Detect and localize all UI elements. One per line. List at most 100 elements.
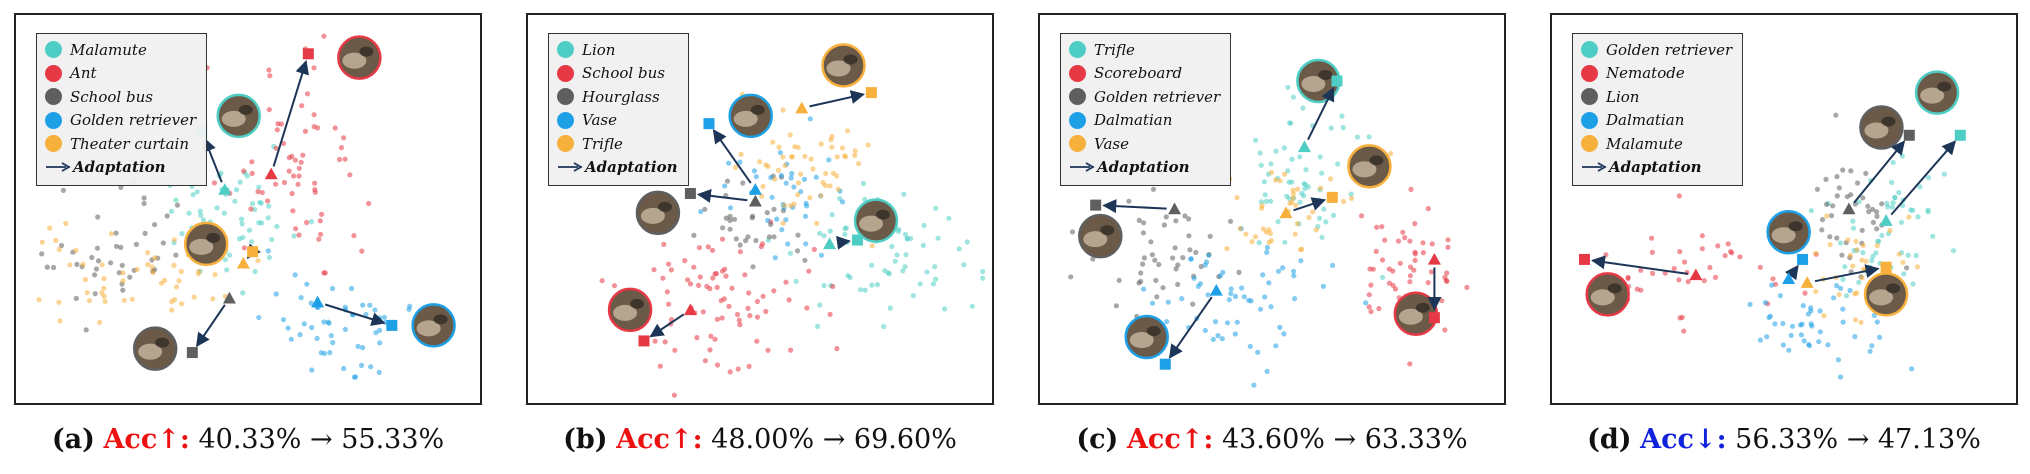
scatter-point — [1205, 292, 1211, 298]
scatter-point — [1625, 275, 1631, 282]
legend-label: Trifle — [1094, 40, 1135, 59]
scatter-point — [1170, 255, 1176, 261]
scatter-point — [839, 145, 845, 151]
adaptation-arrow — [246, 243, 261, 260]
scatter-point — [1187, 247, 1193, 253]
scatter-point — [1870, 219, 1876, 225]
thumbnail-image — [1347, 144, 1392, 189]
source-triangle-marker — [1427, 252, 1441, 265]
scatter-point — [1354, 134, 1360, 140]
scatter-point — [1890, 159, 1896, 166]
scatter-point — [1906, 214, 1912, 220]
scatter-point — [291, 173, 297, 179]
scatter-point — [1136, 217, 1142, 223]
scatter-point — [1186, 216, 1192, 222]
scatter-point — [1310, 209, 1316, 215]
scatter-point — [1297, 154, 1303, 160]
scatter-point — [924, 269, 930, 275]
panel-a: Malamute Ant School bus Golden retriever… — [14, 13, 482, 405]
scatter-point — [80, 261, 86, 267]
scatter-point — [1850, 263, 1856, 269]
caption-label: (b) — [563, 424, 608, 455]
adaptation-arrow — [272, 60, 309, 167]
scatter-point — [1889, 179, 1895, 185]
scatter-point — [249, 201, 256, 207]
scatter-point — [1839, 252, 1845, 258]
legend-swatch — [1581, 64, 1598, 82]
scatter-point — [168, 208, 175, 214]
scatter-point — [769, 194, 775, 200]
scatter-point — [696, 282, 702, 288]
scatter-point — [338, 145, 344, 151]
scatter-point — [843, 225, 849, 231]
legend-entry: Ant — [45, 62, 196, 86]
scatter-point — [89, 254, 95, 261]
scatter-point — [322, 270, 328, 276]
scatter-point — [1837, 240, 1844, 246]
thumbnail-border — [411, 303, 456, 348]
scatter-point — [1068, 274, 1074, 280]
scatter-point — [723, 215, 729, 221]
scatter-point — [286, 155, 292, 161]
scatter-point — [834, 154, 840, 160]
scatter-point — [1788, 332, 1794, 338]
scatter-point — [1198, 263, 1204, 270]
scatter-point — [194, 189, 200, 195]
scatter-point — [1429, 241, 1435, 247]
scatter-point — [238, 216, 245, 222]
legend-label: Adaptation — [1097, 158, 1190, 177]
scatter-point — [1408, 186, 1414, 192]
scatter-point — [1188, 256, 1194, 262]
scatter-point — [326, 320, 332, 326]
scatter-point — [1232, 293, 1239, 299]
scatter-point — [1900, 259, 1906, 265]
source-triangle-marker — [1879, 214, 1893, 226]
scatter-point — [1837, 374, 1844, 380]
scatter-point — [780, 220, 786, 226]
scatter-point — [651, 267, 657, 273]
scatter-point — [1411, 267, 1417, 273]
scatter-point — [1212, 319, 1219, 325]
scatter-point — [47, 225, 53, 231]
thumbnail-image — [728, 93, 773, 139]
scatter-point — [1757, 337, 1763, 343]
scatter-point — [746, 363, 752, 369]
scatter-point — [308, 300, 314, 306]
scatter-point — [321, 319, 327, 325]
scatter-point — [1707, 264, 1713, 271]
scatter-point — [118, 244, 124, 250]
scatter-point — [273, 145, 279, 151]
scatter-point — [1172, 245, 1178, 251]
legend-entry-adaptation: Adaptation — [1069, 156, 1220, 180]
scatter-point — [1165, 299, 1171, 305]
scatter-point — [102, 298, 108, 304]
legend-entry: Vase — [557, 109, 678, 133]
scatter-point — [256, 220, 262, 226]
scatter-point — [1236, 269, 1242, 275]
scatter-point — [337, 156, 343, 163]
thumbnail-shadow — [1318, 69, 1333, 80]
scatter-point — [795, 232, 801, 238]
scatter-point — [1234, 195, 1240, 201]
source-triangle-marker — [218, 183, 232, 195]
scatter-point — [244, 173, 250, 179]
thumbnail-image — [1859, 105, 1904, 150]
scatter-point — [946, 215, 952, 221]
scatter-point — [1175, 262, 1181, 268]
scatter-point — [980, 268, 986, 275]
scatter-point — [1808, 308, 1814, 314]
target-square-marker — [703, 118, 715, 130]
scatter-point — [1445, 237, 1451, 243]
scatter-point — [152, 255, 158, 261]
scatter-point — [789, 170, 795, 177]
scatter-point — [1136, 280, 1142, 286]
scatter-point — [227, 252, 233, 258]
source-triangle-marker — [1209, 283, 1223, 296]
adaptation-arrow — [809, 90, 865, 108]
scatter-point — [74, 261, 80, 267]
scatter-point — [1379, 257, 1386, 263]
scatter-point — [821, 282, 827, 289]
adaptation-arrow — [1890, 140, 1957, 216]
scatter-point — [1799, 321, 1805, 327]
scatter-point — [735, 366, 741, 372]
